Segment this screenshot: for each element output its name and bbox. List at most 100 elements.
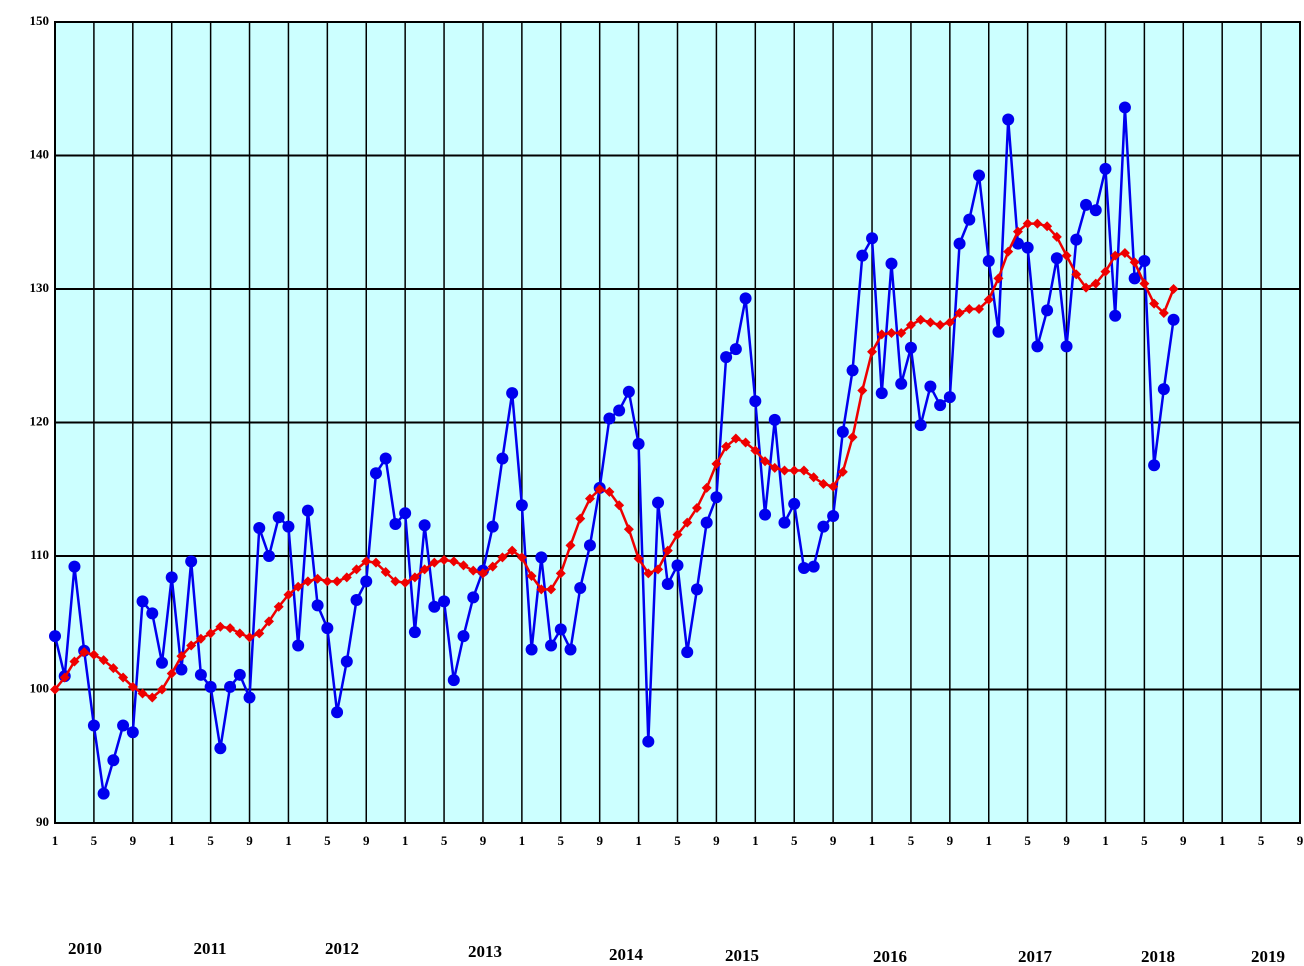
data-point [1089,204,1102,217]
y-tick-label: 130 [30,280,50,295]
data-point [818,478,829,489]
data-point [1051,231,1062,242]
data-point [1003,246,1014,257]
data-point [555,568,566,579]
data-point [642,735,655,748]
data-point [399,507,412,520]
y-tick-label: 140 [30,146,50,161]
data-point [486,520,499,533]
data-point [837,466,848,477]
data-point [195,633,206,644]
data-point [311,599,324,612]
y-tick-label: 110 [30,547,49,562]
data-point [720,351,733,364]
x-tick-label: 1 [168,833,175,848]
data-point [516,552,527,563]
x-tick-label: 9 [363,833,370,848]
year-label: 2016 [873,947,907,966]
data-point [583,539,596,552]
data-point [302,576,313,587]
data-point [632,437,645,450]
data-point [360,575,373,588]
data-point [136,595,149,608]
data-point [214,742,227,755]
data-point [321,622,334,635]
data-point [769,462,780,473]
data-point [87,719,100,732]
year-label: 2019 [1251,947,1285,966]
data-point [332,576,343,587]
data-point [1042,221,1053,232]
x-tick-label: 1 [752,833,759,848]
year-label: 2018 [1141,947,1175,966]
data-point [467,591,480,604]
data-point [905,320,916,331]
data-point [935,320,946,331]
data-point [545,639,558,652]
data-point [729,343,742,356]
data-point [682,517,693,528]
x-tick-label: 9 [246,833,253,848]
data-point [1002,113,1015,126]
data-point [176,651,187,662]
data-point [126,726,139,739]
data-point [283,589,294,600]
data-point [1128,272,1141,285]
data-point [370,557,381,568]
data-point [155,656,168,669]
x-tick-label: 9 [1180,833,1187,848]
data-point [224,680,237,693]
data-point [914,419,927,432]
data-point [817,520,830,533]
data-point [225,623,236,634]
data-point [515,499,528,512]
x-tick-label: 5 [324,833,331,848]
data-point [700,516,713,529]
data-point [1061,250,1072,261]
data-point [594,484,605,495]
year-label: 2014 [609,945,644,964]
data-point [944,317,955,328]
data-point [507,545,518,556]
data-point [652,496,665,509]
data-point [798,465,809,476]
data-point [243,691,256,704]
x-tick-label: 1 [1219,833,1226,848]
data-point [1157,383,1170,396]
x-tick-label: 1 [285,833,292,848]
data-point [282,520,295,533]
data-point [1022,218,1033,229]
data-point [982,254,995,267]
data-point [185,555,198,568]
data-point [614,500,625,511]
x-tick-label: 1 [1102,833,1109,848]
data-point [643,568,654,579]
data-point [341,572,352,583]
data-point [301,504,314,517]
x-tick-label: 9 [1297,833,1304,848]
year-label: 2013 [468,942,502,961]
data-point [934,399,947,412]
data-point [613,404,626,417]
data-point [721,441,732,452]
x-tick-label: 5 [558,833,565,848]
data-point [623,524,634,535]
data-point [497,552,508,563]
data-point [361,556,372,567]
data-point [428,600,441,613]
x-tick-label: 1 [52,833,59,848]
x-tick-label: 5 [1258,833,1265,848]
data-point [866,232,879,245]
y-tick-label: 150 [30,13,50,28]
data-point [389,517,402,530]
data-point [1099,162,1112,175]
data-point [204,680,217,693]
data-point [1021,241,1034,254]
data-point [983,294,994,305]
data-point [390,576,401,587]
data-point [915,314,926,325]
x-tick-label: 9 [596,833,603,848]
x-tick-label: 5 [1141,833,1148,848]
data-point [808,472,819,483]
data-point [448,556,459,567]
